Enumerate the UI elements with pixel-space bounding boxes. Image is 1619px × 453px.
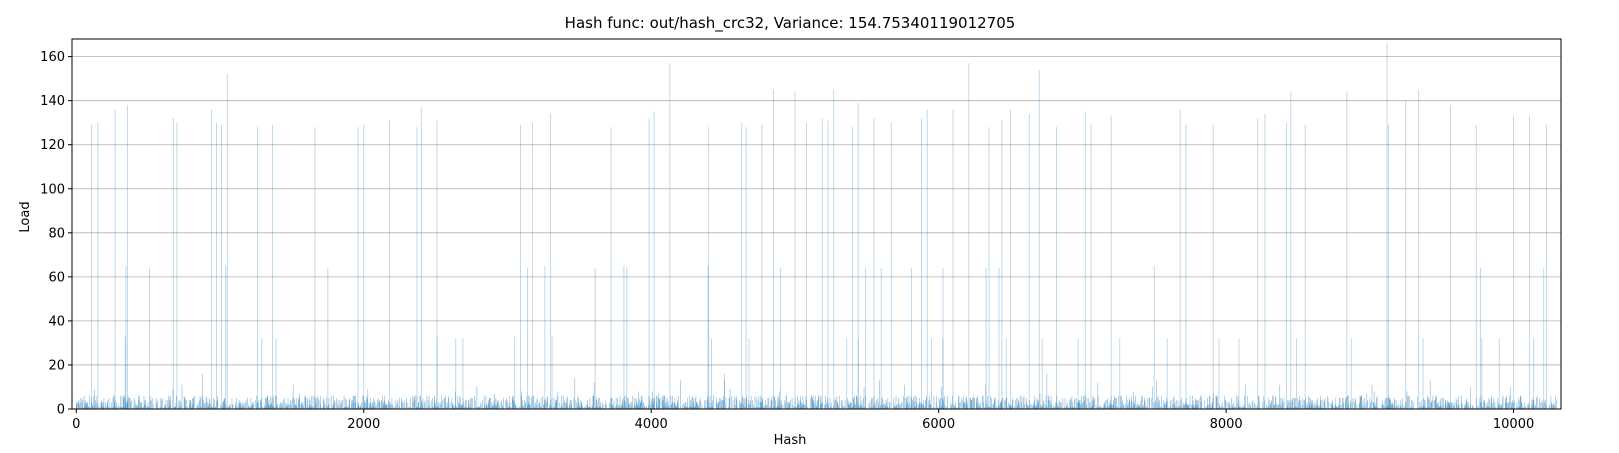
y-tick-label: 160: [40, 50, 65, 65]
y-tick-label: 60: [48, 270, 65, 285]
y-tick-label: 140: [40, 94, 65, 109]
x-tick-label: 0: [72, 417, 80, 432]
y-tick-label: 20: [48, 358, 65, 373]
y-tick-label: 40: [48, 314, 65, 329]
spike-bars: [91, 43, 1548, 409]
x-tick-label: 10000: [1493, 417, 1534, 432]
gridlines: [72, 56, 1561, 410]
x-tick-label: 4000: [635, 417, 668, 432]
x-tick-label: 2000: [347, 417, 380, 432]
x-axis-title: Hash: [774, 433, 807, 448]
plot-frame: [71, 38, 1562, 410]
y-axis-ticks: 0 20 40 60 80 100 120 140 160: [40, 50, 72, 418]
y-axis-title: Load: [18, 201, 33, 232]
chart-title: Hash func: out/hash_crc32, Variance: 154…: [565, 14, 1016, 33]
y-tick-label: 0: [57, 403, 65, 418]
x-tick-label: 8000: [1210, 417, 1243, 432]
y-tick-label: 100: [40, 182, 65, 197]
x-axis-ticks: 0 2000 4000 6000 8000 10000: [72, 409, 1534, 432]
y-tick-label: 80: [48, 226, 65, 241]
x-tick-label: 6000: [922, 417, 955, 432]
y-tick-label: 120: [40, 138, 65, 153]
